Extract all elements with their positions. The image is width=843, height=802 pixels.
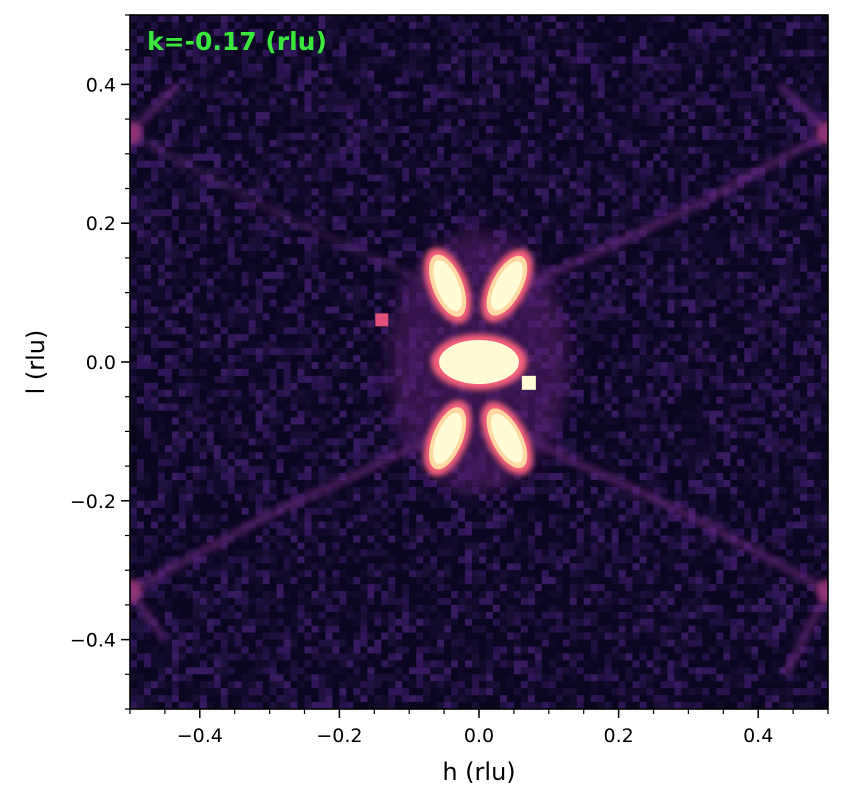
pixel-spot-1: [375, 313, 389, 327]
x-tick-label: 0.4: [743, 725, 773, 747]
plot-area: [130, 15, 828, 709]
x-axis: −0.4 −0.2 0.0 0.2 0.4: [129, 709, 829, 747]
x-tick-label: −0.2: [316, 725, 362, 747]
dispersion-lines: [130, 81, 828, 677]
edge-spot: [816, 579, 828, 604]
central-spot: [431, 334, 527, 390]
y-tick-label: 0.4: [86, 74, 116, 96]
intensity-features: [375, 232, 569, 492]
edge-spot: [130, 120, 142, 145]
y-tick-label: 0.0: [86, 352, 116, 374]
edge-spot: [816, 120, 828, 145]
lobe-upper-left: [423, 247, 472, 324]
y-tick-label: −0.4: [70, 630, 116, 652]
pixel-spot-2: [521, 375, 536, 390]
noise-pixel-group: [130, 15, 828, 709]
dispersion-line: [782, 588, 828, 677]
noise-pixel-group: [130, 15, 828, 709]
edge-spot: [130, 579, 142, 604]
dispersion-line: [130, 427, 447, 595]
dispersion-line: [511, 129, 828, 297]
y-axis-label: l (rlu): [22, 330, 50, 395]
x-tick-label: 0.2: [603, 725, 633, 747]
x-tick-label: 0.0: [464, 725, 494, 747]
lobe-lower-right: [481, 401, 533, 475]
lobe-lower-left: [423, 400, 472, 477]
x-tick-label: −0.4: [177, 725, 223, 747]
x-axis-label: h (rlu): [442, 758, 515, 786]
y-tick-label: −0.2: [70, 491, 116, 513]
dispersion-line: [511, 427, 828, 595]
y-axis: 0.4 0.2 0.0 −0.2 −0.4: [70, 14, 130, 710]
y-tick-label: 0.2: [86, 213, 116, 235]
slice-annotation: k=-0.17 (rlu): [147, 27, 327, 56]
dispersion-line: [130, 129, 447, 297]
lobe-upper-right: [481, 249, 533, 323]
